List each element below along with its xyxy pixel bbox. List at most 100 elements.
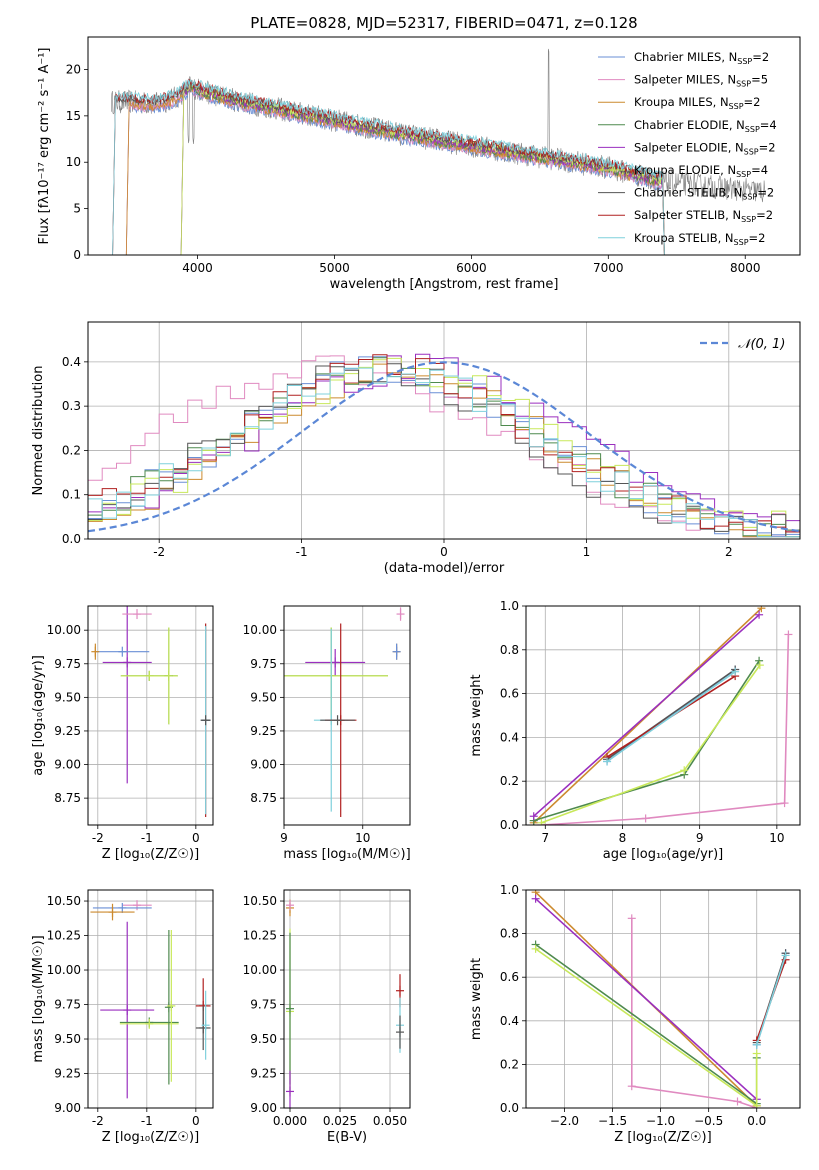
legend-label: Kroupa MILES, N (634, 95, 729, 109)
y-tick-label: 9.75 (250, 657, 277, 671)
axes-frame (87, 36, 801, 256)
legend-entry: Chabrier MILES, NSSP=2 (634, 50, 769, 66)
axes-frame (87, 889, 214, 1109)
figure-title: PLATE=0828, MJD=52317, FIBERID=0471, z=0… (250, 14, 637, 32)
errorbar-point (92, 902, 152, 913)
x-tick-label: 0.050 (373, 1114, 407, 1128)
y-tick-label: 9.75 (250, 998, 277, 1012)
legend-suffix: =4 (751, 163, 768, 177)
legend-label: Salpeter STELIB, N (634, 208, 741, 222)
residual-histogram-6 (88, 363, 800, 539)
y-tick-label: 0.0 (500, 818, 519, 832)
x-tick-label: 5000 (319, 261, 350, 275)
y-tick-label: 8.75 (54, 791, 81, 805)
x-tick-label: 8 (619, 831, 627, 845)
legend-suffix: =2 (757, 186, 774, 200)
legend-label: Kroupa STELIB, N (634, 231, 734, 245)
model-line-0 (125, 87, 665, 255)
y-tick-label: 1.0 (500, 883, 519, 897)
y-tick-label: 0.6 (500, 970, 519, 984)
y-tick-label: 0.2 (500, 774, 519, 788)
errorbar-point (90, 903, 135, 921)
legend-suffix: =5 (751, 73, 768, 87)
plot-area (284, 607, 405, 817)
y-tick-label: 8.75 (250, 791, 277, 805)
y-tick-label: 0.4 (500, 730, 519, 744)
weight-line-8 (755, 955, 787, 1046)
model-line-2 (125, 84, 665, 255)
y-axis-label: Normed distribution (31, 366, 46, 496)
legend-suffix: =2 (759, 140, 776, 154)
legend-sub: SSP (736, 170, 751, 179)
errorbar-point (396, 607, 405, 621)
errorbar-point (102, 606, 152, 784)
legend-sub: SSP (734, 238, 749, 247)
legend-sub: SSP (729, 102, 744, 111)
y-tick-label: 0.0 (62, 532, 81, 546)
y-tick-label: 9.25 (54, 1067, 81, 1081)
y-tick-label: 9.75 (54, 657, 81, 671)
model-line-7 (112, 78, 665, 255)
x-axis-label: Z [log₁₀(Z/Z☉)] (614, 1130, 711, 1145)
axes-frame (283, 889, 411, 1109)
panel-mass-weight-vs-Z: −2.0 −1.5 −1.0 −0.5 0.0 0.0 0.2 0.4 0.6 0.8 1.0 Z [… (469, 883, 801, 1145)
y-tick-label: 9.25 (250, 724, 277, 738)
y-tick-label: 9.50 (250, 1032, 277, 1046)
x-axis-label: age [log₁₀(age/yr)] (603, 847, 724, 862)
weight-line-8 (606, 671, 736, 763)
x-tick-label: 7000 (593, 261, 624, 275)
plot-area (90, 900, 211, 1099)
errorbar-point (122, 609, 152, 620)
panel-age-vs-mass: 9 10 8.75 9.00 9.25 9.50 9.75 10.00 mass [log₁₀(… (243, 605, 411, 862)
legend-entry: Salpeter ELODIE, NSSP=2 (634, 140, 776, 156)
y-tick-label: 9.00 (54, 1101, 81, 1115)
y-tick-label: 1.0 (500, 599, 519, 613)
y-tick-label: 0.1 (62, 488, 81, 502)
legend-sub: SSP (745, 125, 760, 134)
y-tick-label: 9.75 (54, 998, 81, 1012)
x-tick-label: 4000 (182, 261, 213, 275)
y-tick-label: 9.50 (54, 690, 81, 704)
x-tick-label: 0.0 (747, 1114, 766, 1128)
residual-histogram-1 (88, 355, 800, 539)
legend-suffix: =2 (744, 95, 761, 109)
panel-mass-vs-Z: -2 -1 0 9.00 9.25 9.50 9.75 10.00 10.25 10.50 Z [l… (31, 889, 214, 1145)
y-tick-label: 10.00 (47, 623, 81, 637)
x-axis-label: E(B-V) (327, 1130, 367, 1145)
x-tick-label: 10 (355, 831, 370, 845)
errorbar-point (100, 921, 155, 1099)
y-tick-label: 9.00 (250, 1101, 277, 1115)
y-axis-label: mass weight (469, 674, 484, 756)
legend-label: Kroupa ELODIE, N (634, 163, 736, 177)
legend-label: Chabrier MILES, N (634, 50, 737, 64)
weight-line-4 (535, 898, 758, 1100)
model-line-8 (112, 79, 665, 255)
errorbar-point (396, 1015, 404, 1049)
y-tick-label: 9.50 (250, 690, 277, 704)
legend-entry: Chabrier STELIB, NSSP=2 (634, 186, 774, 202)
y-tick-label: 0.6 (500, 687, 519, 701)
y-axis-label: Flux [fλ10⁻¹⁷ erg cm⁻² s⁻¹ A⁻¹] (37, 48, 52, 245)
x-tick-label: 0 (192, 831, 200, 845)
weight-line-1 (630, 918, 757, 1108)
plot-area (531, 890, 790, 1108)
legend-suffix: =2 (756, 208, 773, 222)
x-tick-label: 1 (583, 545, 591, 559)
panel-spectrum: 4000 5000 6000 7000 8000 0 5 10 15 20 wavelength [… (37, 36, 801, 292)
x-tick-label: 0 (440, 545, 448, 559)
errorbar-point (164, 627, 173, 725)
errorbar-point (201, 990, 210, 1060)
errorbar-point (286, 1070, 294, 1108)
axes-frame (87, 321, 801, 540)
y-tick-label: 10 (66, 155, 81, 169)
x-axis-label: (data-model)/error (384, 561, 505, 576)
legend-suffix: =2 (749, 231, 766, 245)
y-tick-label: 0.2 (500, 1057, 519, 1071)
legend-sub: SSP (742, 193, 757, 202)
plot-area (529, 606, 793, 825)
plot-area (91, 606, 211, 817)
legend-sub: SSP (741, 215, 756, 224)
legend-entry: Kroupa STELIB, NSSP=2 (634, 231, 765, 247)
legend-entry: 𝒩(0, 1) (738, 337, 785, 352)
